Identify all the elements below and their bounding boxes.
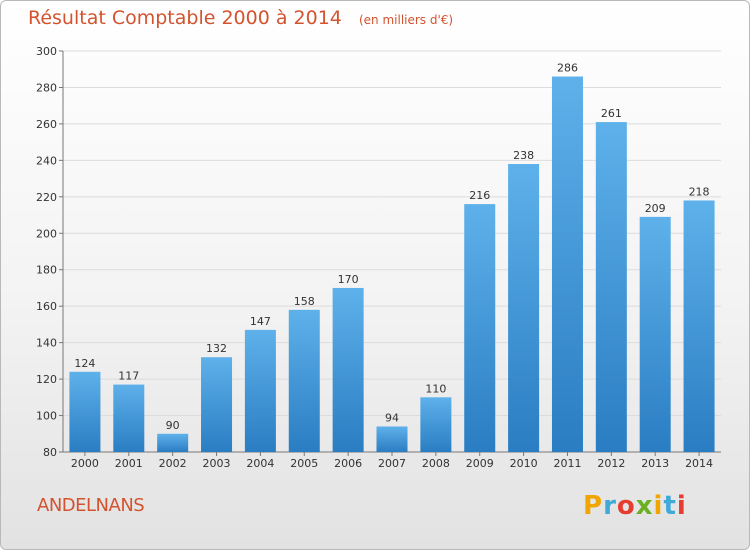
x-tick-label: 2002 bbox=[159, 457, 187, 470]
chart-title: Résultat Comptable 2000 à 2014 bbox=[28, 7, 342, 29]
y-tick-label: 120 bbox=[36, 373, 57, 386]
commune-name: ANDELNANS bbox=[37, 495, 145, 516]
bar-2003 bbox=[201, 357, 233, 452]
x-tick-label: 2011 bbox=[553, 457, 581, 470]
value-label: 158 bbox=[294, 295, 315, 308]
proxiti-logo: Proxiti bbox=[583, 491, 687, 521]
value-label: 124 bbox=[74, 357, 95, 370]
value-label: 261 bbox=[601, 107, 622, 120]
x-tick-label: 2006 bbox=[334, 457, 362, 470]
x-tick-label: 2001 bbox=[115, 457, 143, 470]
labels: 80 100 120 140 160 180 200 220 240 260 280 300 124 20… bbox=[36, 45, 713, 470]
y-tick-label: 140 bbox=[36, 337, 57, 350]
value-label: 170 bbox=[338, 273, 359, 286]
y-tick-label: 180 bbox=[36, 264, 57, 277]
logo-letter: i bbox=[653, 491, 664, 521]
bar-2002 bbox=[157, 433, 189, 452]
chart-title-group: Résultat Comptable 2000 à 2014 (en milli… bbox=[28, 7, 453, 29]
bars bbox=[69, 76, 715, 452]
value-label: 218 bbox=[689, 185, 710, 198]
value-label: 147 bbox=[250, 315, 271, 328]
y-tick-label: 300 bbox=[36, 45, 57, 58]
value-label: 132 bbox=[206, 342, 227, 355]
x-tick-label: 2010 bbox=[510, 457, 538, 470]
value-label: 90 bbox=[166, 419, 180, 432]
x-tick-label: 2000 bbox=[71, 457, 99, 470]
y-tick-label: 220 bbox=[36, 191, 57, 204]
y-tick-label: 280 bbox=[36, 81, 57, 94]
bar-2011 bbox=[551, 76, 583, 452]
y-tick-label: 100 bbox=[36, 410, 57, 423]
chart-subtitle: (en milliers d'€) bbox=[358, 13, 454, 27]
value-label: 117 bbox=[118, 370, 139, 383]
bar-2006 bbox=[332, 287, 364, 452]
logo-letter: x bbox=[635, 491, 654, 521]
bar-2005 bbox=[288, 309, 320, 452]
x-tick-label: 2009 bbox=[466, 457, 494, 470]
x-tick-label: 2008 bbox=[422, 457, 450, 470]
x-tick-label: 2007 bbox=[378, 457, 406, 470]
y-tick-label: 260 bbox=[36, 118, 57, 131]
x-tick-label: 2003 bbox=[203, 457, 231, 470]
bar-2009 bbox=[464, 204, 496, 452]
value-label: 94 bbox=[385, 411, 399, 424]
y-tick-label: 200 bbox=[36, 227, 57, 240]
value-label: 238 bbox=[513, 149, 534, 162]
bar-2010 bbox=[508, 164, 540, 452]
logo-letter: i bbox=[676, 491, 687, 521]
bar-2000 bbox=[69, 371, 101, 452]
x-tick-label: 2013 bbox=[641, 457, 669, 470]
x-tick-label: 2012 bbox=[597, 457, 625, 470]
bar-2007 bbox=[376, 426, 408, 452]
bar-2004 bbox=[244, 329, 276, 452]
bar-2014 bbox=[683, 200, 715, 452]
value-label: 209 bbox=[645, 202, 666, 215]
y-tick-label: 160 bbox=[36, 300, 57, 313]
x-tick-label: 2004 bbox=[246, 457, 274, 470]
x-tick-label: 2005 bbox=[290, 457, 318, 470]
y-tick-label: 240 bbox=[36, 154, 57, 167]
bar-2012 bbox=[595, 122, 627, 452]
value-label: 216 bbox=[469, 189, 490, 202]
logo-letter: t bbox=[663, 491, 677, 521]
logo-letter: o bbox=[616, 491, 636, 521]
x-tick-label: 2014 bbox=[685, 457, 713, 470]
logo-letter: P bbox=[583, 491, 604, 521]
logo-letter: r bbox=[603, 491, 617, 521]
bar-2008 bbox=[420, 397, 452, 452]
y-tick-label: 80 bbox=[43, 446, 57, 459]
bar-2013 bbox=[639, 216, 671, 452]
value-label: 110 bbox=[425, 382, 446, 395]
bar-2001 bbox=[113, 384, 145, 452]
value-label: 286 bbox=[557, 62, 578, 75]
